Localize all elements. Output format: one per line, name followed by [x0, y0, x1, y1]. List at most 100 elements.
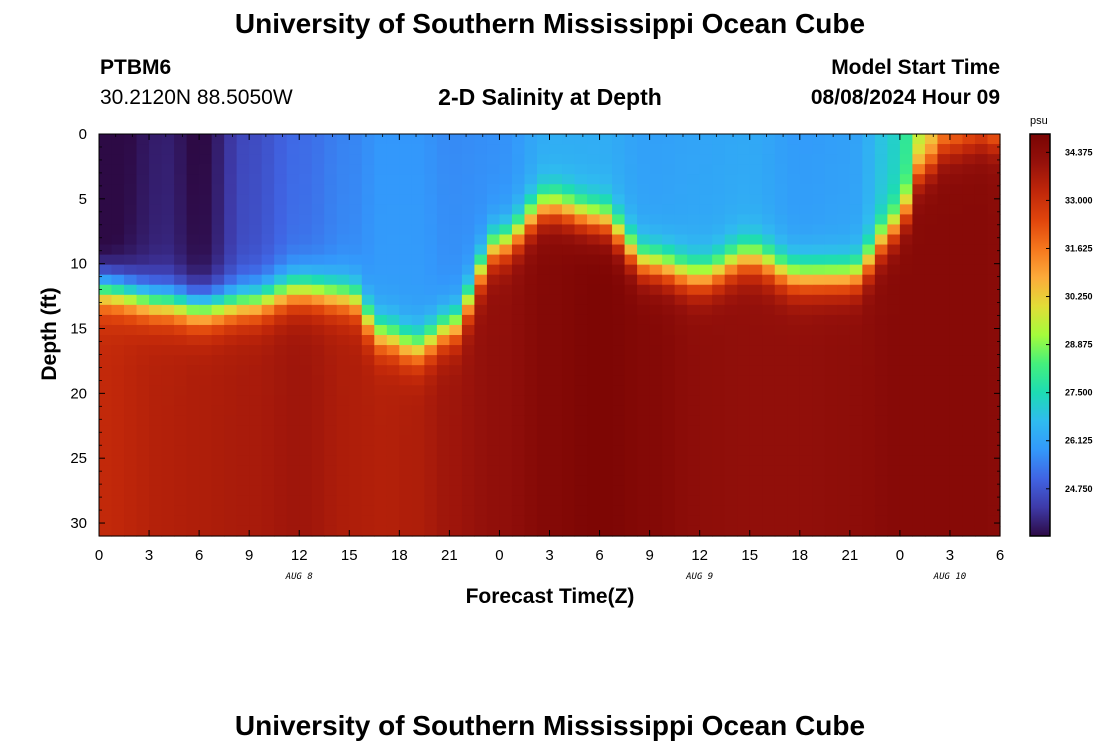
heatmap-cell [336, 244, 350, 256]
heatmap-cell [774, 224, 788, 236]
heatmap-cell [499, 144, 513, 155]
heatmap-cell [812, 324, 826, 336]
heatmap-cell [436, 395, 450, 406]
heatmap-cell [924, 375, 939, 386]
heatmap-cell [111, 505, 125, 517]
heatmap-cell [361, 525, 375, 537]
heatmap-cell [787, 304, 801, 316]
heatmap-cell [849, 264, 863, 276]
heatmap-cell [724, 274, 738, 286]
heatmap-cell [612, 144, 626, 155]
heatmap-cell [474, 445, 488, 457]
heatmap-cell [211, 184, 225, 195]
heatmap-cell [299, 184, 313, 195]
heatmap-cell [361, 194, 375, 205]
heatmap-cell [849, 294, 863, 306]
heatmap-cell [249, 134, 263, 145]
heatmap-cell [549, 455, 563, 467]
heatmap-cell [574, 335, 588, 346]
heatmap-cell [687, 515, 701, 527]
heatmap-cell [224, 324, 238, 336]
heatmap-cell [599, 515, 613, 527]
heatmap-cell [912, 314, 926, 326]
heatmap-cell [749, 465, 763, 477]
heatmap-cell [599, 184, 613, 195]
heatmap-cell [536, 495, 551, 507]
heatmap-cell [499, 184, 513, 195]
heatmap-cell [849, 204, 863, 215]
heatmap-cell [211, 345, 225, 356]
heatmap-cell [186, 385, 200, 396]
heatmap-cell [111, 204, 125, 215]
heatmap-cell [274, 204, 288, 215]
heatmap-cell [599, 345, 613, 356]
heatmap-cell [862, 425, 876, 437]
heatmap-cell [574, 345, 588, 356]
heatmap-cell [424, 224, 438, 236]
heatmap-cell [762, 164, 776, 175]
heatmap-cell [449, 184, 463, 195]
heatmap-cell [486, 174, 501, 185]
heatmap-cell [687, 164, 701, 175]
heatmap-cell [899, 425, 913, 437]
heatmap-cell [486, 264, 501, 276]
heatmap-cell [211, 214, 225, 226]
heatmap-cell [211, 254, 225, 266]
heatmap-cell [887, 395, 901, 406]
heatmap-cell [361, 495, 375, 507]
heatmap-cell [862, 304, 876, 316]
heatmap-cell [712, 134, 726, 145]
heatmap-cell [874, 395, 888, 406]
heatmap-cell [562, 395, 576, 406]
heatmap-cell [924, 455, 939, 467]
heatmap-cell [261, 435, 275, 447]
heatmap-cell [99, 264, 113, 276]
heatmap-cell [149, 385, 163, 396]
heatmap-cell [324, 254, 338, 266]
heatmap-cell [524, 324, 538, 336]
heatmap-cell [874, 184, 888, 195]
heatmap-cell [436, 154, 450, 165]
heatmap-cell [824, 314, 838, 326]
heatmap-cell [587, 254, 601, 266]
heatmap-cell [236, 174, 250, 185]
heatmap-cell [374, 385, 388, 396]
heatmap-cell [311, 465, 325, 477]
heatmap-cell [837, 525, 851, 537]
heatmap-cell [637, 375, 651, 386]
heatmap-cell [261, 355, 275, 366]
heatmap-cell [937, 234, 951, 246]
heatmap-cell [249, 355, 263, 366]
heatmap-cell [299, 254, 313, 266]
heatmap-cell [887, 505, 901, 517]
heatmap-cell [274, 485, 288, 497]
heatmap-cell [974, 485, 989, 497]
heatmap-cell [674, 134, 688, 145]
heatmap-cell [874, 214, 888, 226]
heatmap-cell [949, 144, 964, 155]
heatmap-cell [599, 284, 613, 296]
heatmap-cell [887, 314, 901, 326]
heatmap-cell [324, 304, 338, 316]
heatmap-cell [599, 485, 613, 497]
heatmap-cell [837, 324, 851, 336]
heatmap-cell [336, 405, 350, 416]
heatmap-cell [461, 465, 476, 477]
heatmap-cell [524, 144, 538, 155]
heatmap-cell [424, 385, 438, 396]
heatmap-cell [924, 395, 939, 406]
heatmap-cell [436, 475, 450, 487]
heatmap-cell [349, 465, 363, 477]
heatmap-cell [399, 435, 413, 447]
heatmap-cell [524, 284, 538, 296]
heatmap-cell [286, 345, 300, 356]
heatmap-cell [124, 415, 138, 427]
heatmap-cell [974, 134, 989, 145]
heatmap-cell [599, 274, 613, 286]
heatmap-cell [662, 204, 676, 215]
heatmap-cell [862, 174, 876, 185]
heatmap-cell [549, 385, 563, 396]
heatmap-cell [274, 475, 288, 487]
heatmap-cell [774, 445, 788, 457]
heatmap-cell [737, 525, 751, 537]
